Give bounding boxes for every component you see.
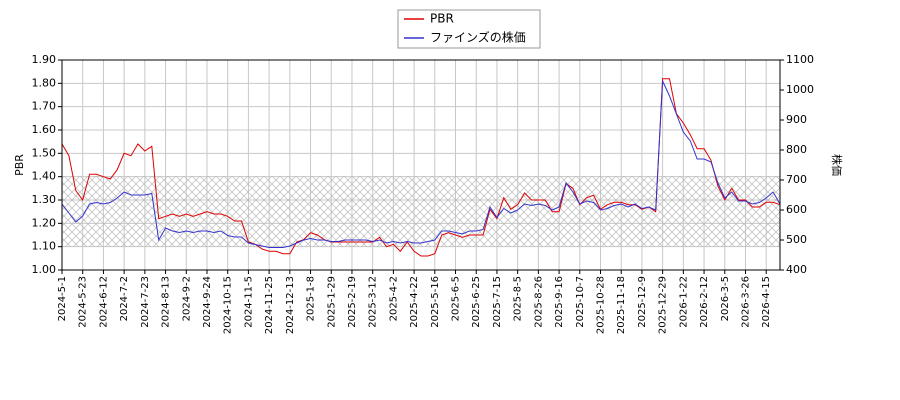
legend-label: PBR [430,12,454,26]
y-axis-label: PBR [13,154,26,176]
x-tick-label: 2025-12-9 [637,276,648,328]
x-tick-label: 2025-1-29 [326,276,337,328]
x-tick-label: 2025-9-16 [554,276,565,328]
x-tick-label: 2025-2-19 [347,276,358,328]
x-tick-label: 2026-2-12 [699,276,710,328]
y2-tick-label: 700 [786,173,807,186]
x-tick-label: 2025-10-28 [596,276,607,334]
x-tick-label: 2025-12-29 [658,276,669,334]
x-tick-label: 2024-5-1 [57,276,68,321]
y2-tick-label: 800 [786,143,807,156]
x-tick-label: 2025-6-5 [451,276,462,321]
y-tick-label: 1.30 [32,193,57,206]
x-tick-label: 2025-5-16 [430,276,441,328]
x-tick-label: 2024-11-25 [264,276,275,334]
x-tick-label: 2026-3-5 [720,276,731,321]
y2-tick-label: 500 [786,233,807,246]
y2-tick-label: 900 [786,113,807,126]
lines [61,78,781,257]
y-tick-label: 1.40 [32,170,57,183]
x-tick-label: 2024-7-23 [140,276,151,328]
x-tick-label: 2024-11-5 [243,276,254,328]
y-tick-label: 1.00 [32,263,57,276]
x-tick-label: 2026-4-15 [761,276,772,328]
y-tick-label: 1.50 [32,146,57,159]
y-tick-label: 1.10 [32,240,57,253]
x-tick-label: 2024-9-24 [202,276,213,328]
band [62,176,780,247]
y-tick-label: 1.70 [32,100,57,113]
x-tick-label: 2025-7-15 [492,276,503,328]
y2-tick-label: 400 [786,263,807,276]
x-tick-label: 2024-9-2 [181,276,192,321]
plot-frame [61,59,781,271]
x-tick-label: 2025-4-22 [409,276,420,328]
x-tick-label: 2024-10-15 [223,276,234,334]
y2-tick-label: 1100 [786,53,814,66]
x-tick-label: 2026-3-26 [740,276,751,328]
series-line [61,80,781,248]
legend-box [397,9,541,49]
x-tick-label: 2024-7-2 [119,276,130,321]
x-tick-label: 2026-1-22 [678,276,689,328]
y-tick-label: 1.60 [32,123,57,136]
legend [397,9,541,49]
x-tick-label: 2025-10-7 [575,276,586,328]
x-tick-label: 2025-11-18 [616,276,627,334]
y2-tick-label: 600 [786,203,807,216]
x-tick-label: 2025-8-26 [533,276,544,328]
y2-tick-label: 1000 [786,83,814,96]
x-tick-label: 2024-5-23 [78,276,89,328]
y2-axis-label: 株価 [830,154,844,176]
x-tick-label: 2024-6-12 [98,276,109,328]
legend-label: ファインズの株価 [430,30,526,45]
x-tick-label: 2025-8-5 [513,276,524,321]
x-tick-label: 2025-1-8 [306,276,317,321]
x-tick-label: 2024-12-13 [285,276,296,334]
x-tick-label: 2025-3-12 [368,276,379,328]
y-tick-label: 1.80 [32,76,57,89]
x-tick-label: 2025-6-25 [471,276,482,328]
x-tick-label: 2025-4-2 [388,276,399,321]
x-tick-label: 2024-8-13 [161,276,172,328]
y-tick-label: 1.20 [32,216,57,229]
y-tick-label: 1.90 [32,53,57,66]
